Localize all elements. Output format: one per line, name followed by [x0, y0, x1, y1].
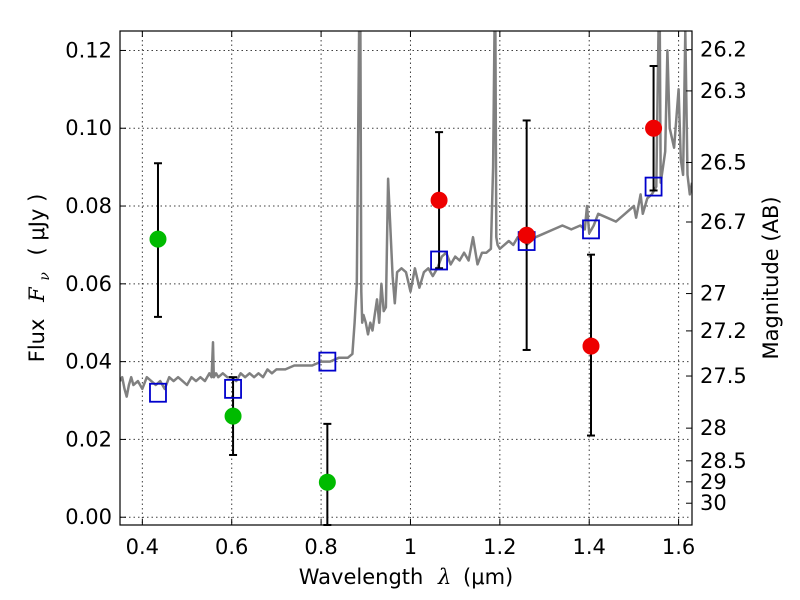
- y-tick-label: 0.12: [65, 38, 112, 62]
- photometry-point: [582, 337, 600, 355]
- marker-layer: [149, 119, 663, 491]
- spectrum-layer: [120, 31, 692, 398]
- spectrum-line: [120, 31, 692, 398]
- plot-frame: [119, 30, 693, 526]
- photometry-point: [645, 119, 663, 137]
- y-axis-label: Flux F ν ( μJy ): [25, 194, 54, 363]
- x-tick-label: 1.4: [573, 535, 606, 559]
- y2-axis-label: Magnitude (AB): [759, 196, 783, 359]
- model-band-square: [149, 382, 167, 403]
- y-axis-label-unit: ( μJy ): [25, 194, 49, 256]
- x-axis-label: Wavelength λ (μm): [299, 565, 513, 589]
- errorbar-layer: [153, 65, 658, 526]
- y-tick-label: 0.10: [65, 116, 112, 140]
- photometry-point: [224, 407, 242, 425]
- y2-tick-label: 26.7: [700, 210, 747, 234]
- tick-layer: 0.4 0.6 0.8 1 1.2 1.4 1.6 0.00 0.02 0.04 0.06 0.08 0…: [65, 31, 747, 559]
- model-band-square: [582, 219, 600, 240]
- y-tick-label: 0.08: [65, 194, 112, 218]
- model-band-square: [224, 378, 242, 399]
- y2-tick-label: 29: [700, 470, 727, 494]
- y2-tick-label: 26.3: [700, 79, 747, 103]
- photometry-point: [518, 226, 536, 244]
- y2-tick-label: 27.5: [700, 364, 747, 388]
- photometry-point: [149, 230, 167, 248]
- model-band-square: [430, 250, 448, 271]
- y-tick-label: 0.06: [65, 272, 112, 296]
- y-tick-label: 0.02: [65, 427, 112, 451]
- y2-tick-label: 26.5: [700, 150, 747, 174]
- model-band-square: [318, 351, 337, 372]
- x-tick-label: 0.6: [215, 535, 248, 559]
- x-axis-label-symbol: λ: [437, 565, 451, 589]
- grid: [120, 31, 692, 525]
- x-tick-label: 0.4: [126, 535, 159, 559]
- y2-tick-label: 28.5: [700, 449, 747, 473]
- y-axis-label-prefix: Flux: [25, 319, 49, 363]
- y2-tick-label: 27.2: [700, 319, 747, 343]
- y2-tick-label: 26.2: [700, 38, 747, 62]
- y2-tick-label: 28: [700, 416, 727, 440]
- model-band-square: [644, 176, 663, 197]
- x-axis-label-prefix: Wavelength: [299, 565, 424, 589]
- y-tick-label: 0.04: [65, 350, 112, 374]
- y-axis-label-subscript: ν: [37, 272, 53, 281]
- y2-tick-label: 27: [700, 282, 727, 306]
- photometry-point: [430, 191, 448, 209]
- y-tick-label: 0.00: [65, 505, 112, 529]
- x-axis-label-unit: (μm): [463, 565, 513, 589]
- y2-tick-label: 30: [700, 491, 727, 515]
- x-tick-label: 1: [404, 535, 417, 559]
- x-tick-label: 0.8: [304, 535, 337, 559]
- x-tick-label: 1.2: [483, 535, 516, 559]
- x-tick-label: 1.6: [662, 535, 695, 559]
- y-axis-label-symbol: F: [25, 286, 49, 303]
- photometry-point: [318, 473, 336, 491]
